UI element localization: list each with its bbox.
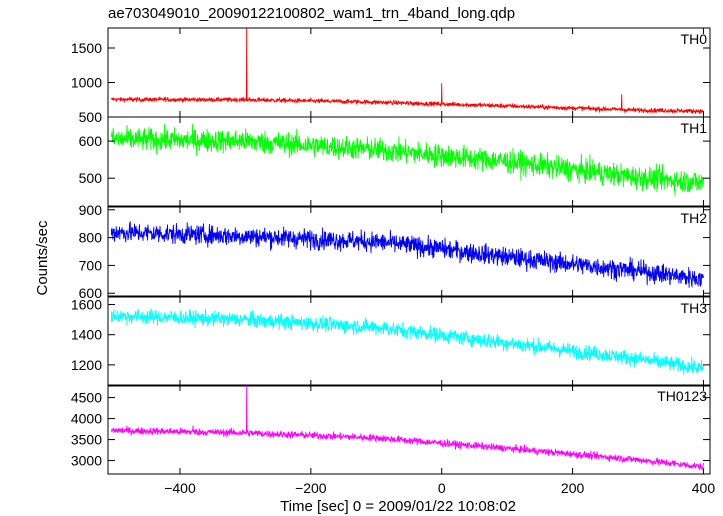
y-tick-label: 1200 <box>71 357 102 373</box>
y-tick-label: 700 <box>79 257 103 273</box>
panel-label: TH1 <box>681 120 708 136</box>
y-tick-label: 3000 <box>71 453 102 469</box>
panel-frame <box>107 206 711 297</box>
y-tick-label: 600 <box>79 285 103 301</box>
panel-frame <box>107 384 711 475</box>
y-tick-label: 4500 <box>71 390 102 406</box>
x-tick-label: 0 <box>438 480 446 496</box>
panel-label: TH0123 <box>657 388 707 404</box>
series-line-th1 <box>110 123 704 196</box>
x-tick-label: −200 <box>295 480 327 496</box>
panel-th0: 500 1000 1500 TH0 <box>71 27 711 125</box>
panel-frame <box>107 116 711 207</box>
y-tick-label: 800 <box>79 230 103 246</box>
y-tick-label: 1500 <box>71 40 102 56</box>
y-tick-label: 500 <box>79 170 103 186</box>
x-tick-label: −400 <box>164 480 196 496</box>
panel-th2: 600 700 800 900 TH2 <box>79 202 711 301</box>
series-line-th0123 <box>111 385 704 471</box>
series-line-th3 <box>110 308 704 376</box>
panels-group: 500 1000 1500 TH0 500 600 TH1 600 700 800 900 TH2 12… <box>71 27 716 496</box>
y-tick-label: 600 <box>79 133 103 149</box>
panel-frame <box>107 296 711 387</box>
x-tick-label: 200 <box>561 480 585 496</box>
panel-label: TH0 <box>681 31 708 47</box>
panel-th3: 1200 1400 1600 TH3 <box>71 296 711 387</box>
y-tick-label: 1000 <box>71 75 102 91</box>
y-tick-label: 500 <box>79 109 103 125</box>
panel-th1: 500 600 TH1 <box>79 116 711 207</box>
y-axis-label: Counts/sec <box>34 220 51 296</box>
series-line-th0 <box>110 28 704 115</box>
y-tick-label: 1400 <box>71 327 102 343</box>
x-tick-label: 400 <box>692 480 716 496</box>
x-axis-label: Time [sec] 0 = 2009/01/22 10:08:02 <box>280 498 516 515</box>
chart-title: ae703049010_20090122100802_wam1_trn_4ban… <box>108 5 515 22</box>
y-tick-label: 3500 <box>71 432 102 448</box>
panel-label: TH3 <box>681 300 708 316</box>
y-tick-label: 1600 <box>71 297 102 313</box>
series-line-th2 <box>110 221 704 289</box>
y-tick-label: 4000 <box>71 411 102 427</box>
y-tick-label: 900 <box>79 202 103 218</box>
panel-th0123: 3000 3500 4000 4500 TH0123 <box>71 384 711 475</box>
panel-label: TH2 <box>681 210 708 226</box>
